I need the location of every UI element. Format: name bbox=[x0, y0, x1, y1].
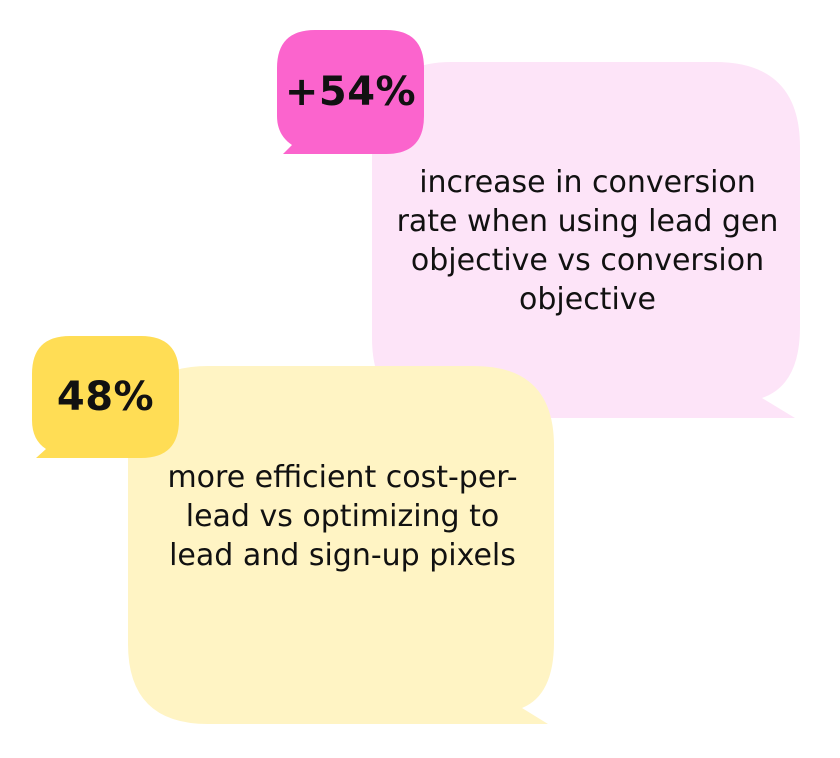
stat-value-conversion-increase: +54% bbox=[284, 69, 417, 115]
yellow-speech-bubble bbox=[128, 366, 554, 724]
stat-description-conversion-increase: increase in conversion rate when using l… bbox=[396, 165, 779, 317]
stat-value-cost-per-lead: 48% bbox=[56, 374, 155, 420]
stat-description-cost-per-lead: more efficient cost-per-lead vs optimizi… bbox=[167, 460, 518, 573]
pink-speech-bubble bbox=[372, 62, 800, 418]
yellow-badge-bubble bbox=[32, 336, 179, 458]
pink-badge-bubble bbox=[277, 30, 424, 154]
